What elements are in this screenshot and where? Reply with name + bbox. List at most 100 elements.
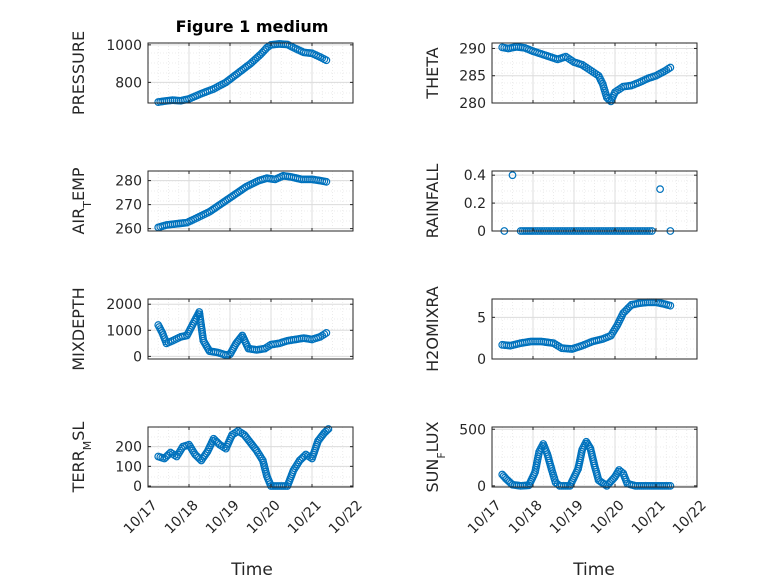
data-point — [318, 331, 327, 340]
data-point — [613, 469, 621, 478]
y-tick-label: 200 — [115, 440, 142, 456]
data-point — [253, 448, 262, 457]
data-point — [257, 454, 266, 463]
data-point — [187, 444, 196, 453]
x-tick-label: 10/18 — [506, 497, 546, 537]
y-axis-label-part: LUX — [423, 421, 442, 452]
y-tick-label: 280 — [459, 96, 486, 112]
data-point — [214, 201, 223, 210]
data-point — [289, 43, 298, 52]
data-point — [608, 475, 617, 484]
series-1 — [498, 437, 675, 490]
axes-box — [491, 426, 698, 488]
y-axis-label: MIXDEPTH — [69, 287, 88, 370]
x-tick-label: 10/19 — [203, 497, 243, 537]
data-point — [195, 455, 204, 463]
data-point — [590, 69, 599, 77]
data-point — [176, 446, 185, 455]
data-point — [175, 448, 184, 457]
y-axis-label-part: SUN — [423, 459, 442, 493]
y-tick-label: 800 — [115, 75, 142, 91]
y-axis-label: RAINFALL — [423, 164, 442, 239]
data-point — [234, 427, 243, 435]
data-point — [664, 64, 673, 73]
data-point — [186, 442, 195, 451]
data-point — [614, 467, 622, 476]
y-axis-label-part: TERR — [69, 450, 88, 493]
subplot-8: 0 500 10/17 10/18 10/19 10/20 10/21 10/22 SUNFLU… — [423, 421, 710, 537]
series-1 — [154, 40, 331, 106]
data-point — [576, 60, 585, 69]
data-point — [566, 55, 574, 64]
series-1 — [498, 298, 675, 353]
y-tick-label: 500 — [459, 422, 486, 438]
y-tick-label: 0.2 — [464, 196, 486, 212]
data-point — [547, 338, 556, 347]
data-point — [320, 330, 329, 339]
subplot-2: 280 285 290 THETA — [423, 41, 698, 112]
y-tick-label: 5 — [477, 310, 486, 326]
data-point — [611, 323, 620, 332]
subplot-7: 0 100 200 10/17 10/18 10/19 10/20 10/21 10/22 TER… — [69, 422, 366, 538]
y-axis-label: PRESSURE — [69, 31, 88, 115]
y-axis-label-subscript: M — [81, 441, 94, 451]
data-point — [201, 451, 209, 460]
axes-box — [147, 42, 354, 104]
data-point — [243, 62, 251, 71]
data-point — [194, 453, 203, 462]
data-point — [317, 432, 326, 440]
data-point — [238, 185, 247, 193]
data-point — [258, 344, 267, 353]
data-point — [288, 468, 297, 477]
data-point — [263, 343, 271, 352]
y-tick-label: 2000 — [106, 297, 142, 313]
data-point — [212, 437, 221, 446]
y-tick-label: 0 — [477, 479, 486, 495]
data-point — [293, 460, 302, 469]
y-axis-label-part: AIR — [69, 208, 88, 235]
x-tick-label: 10/19 — [547, 497, 587, 537]
data-point — [230, 71, 239, 80]
data-point — [290, 464, 299, 473]
y-tick-label: 0 — [133, 479, 142, 495]
y-axis-label-part: THETA — [423, 47, 442, 99]
data-point — [166, 337, 175, 346]
y-axis-label-part: H2OMIXRA — [423, 286, 442, 372]
data-point — [624, 304, 633, 313]
y-axis-label: THETA — [423, 47, 442, 99]
data-point — [508, 171, 517, 180]
y-tick-label: 0 — [133, 349, 142, 365]
y-axis-label: AIRTEMP — [69, 167, 94, 234]
data-point — [582, 63, 591, 72]
data-point — [202, 449, 211, 458]
series-1 — [498, 42, 675, 106]
data-point — [300, 452, 309, 460]
x-tick-label: 10/21 — [285, 497, 325, 537]
data-point — [219, 350, 228, 359]
data-point — [322, 329, 331, 337]
y-axis-label-part: RAINFALL — [423, 164, 442, 239]
axes-box — [147, 426, 354, 488]
series-1 — [154, 171, 331, 232]
data-point — [172, 452, 181, 461]
y-tick-label: 1000 — [106, 38, 142, 54]
x-tick-label: 10/18 — [162, 497, 202, 537]
y-tick-label: 0.4 — [464, 168, 486, 184]
data-point — [174, 450, 182, 459]
data-point — [292, 462, 300, 471]
x-tick-label: 10/17 — [121, 497, 161, 537]
data-point — [321, 427, 330, 436]
data-point — [255, 450, 264, 459]
data-point — [499, 472, 508, 480]
data-point — [601, 480, 610, 489]
data-point — [244, 435, 252, 444]
data-point — [236, 428, 245, 437]
y-axis-label: TERRMSL — [69, 422, 94, 494]
data-point — [256, 452, 265, 461]
y-tick-label: 270 — [115, 198, 142, 214]
y-axis-label-subscript: T — [81, 201, 94, 209]
data-point — [226, 193, 235, 202]
x-tick-label: 10/20 — [588, 497, 628, 537]
x-tick-label: 10/17 — [465, 497, 505, 537]
